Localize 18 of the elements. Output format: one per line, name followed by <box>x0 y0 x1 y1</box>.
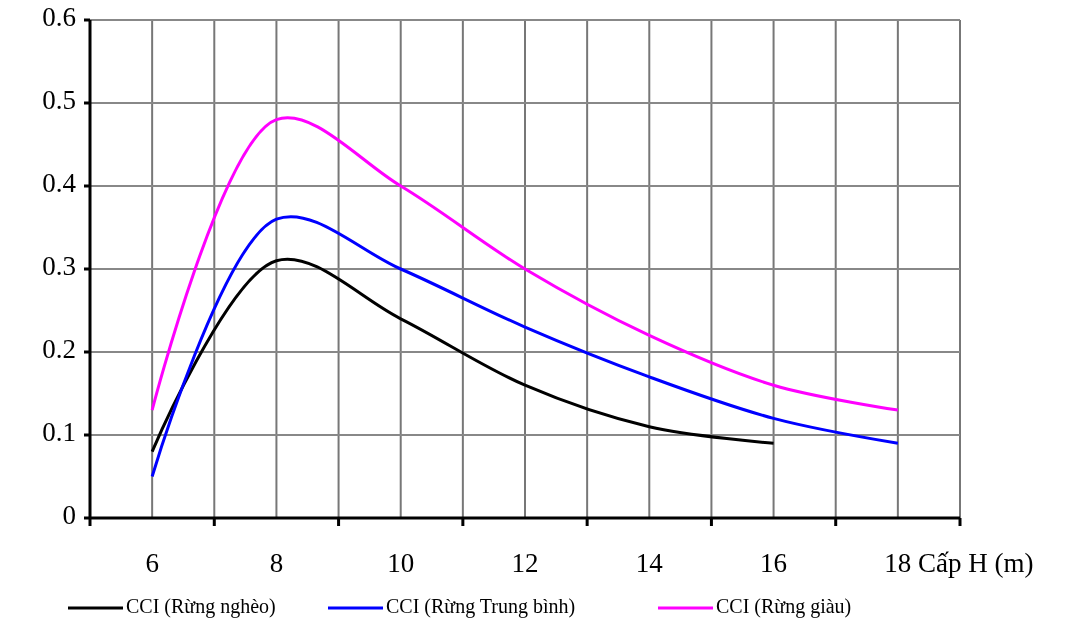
y-tick-label: 0.2 <box>42 334 76 365</box>
x-tick-label: 12 <box>511 548 539 578</box>
y-tick-label: 0 <box>62 500 76 531</box>
legend-label: CCI (Rừng Trung bình) <box>386 594 576 618</box>
x-tick-label: 18 <box>884 548 912 578</box>
x-tick-label: 6 <box>145 548 159 578</box>
legend-label: CCI (Rừng giàu) <box>716 594 852 618</box>
y-tick-label: 0.1 <box>42 417 76 448</box>
x-axis-title: Cấp H (m) <box>918 548 1034 578</box>
legend-label: CCI (Rừng nghèo) <box>126 594 276 618</box>
y-tick-label: 0.3 <box>42 251 76 282</box>
x-tick-label: 14 <box>635 548 664 578</box>
x-tick-label: 8 <box>269 548 284 578</box>
y-tick-label: 0.5 <box>42 85 76 116</box>
y-tick-label: 0.4 <box>42 168 77 199</box>
x-tick-label: 16 <box>760 548 788 578</box>
y-tick-label: 0.6 <box>42 2 76 33</box>
x-tick-label: 10 <box>387 548 415 578</box>
